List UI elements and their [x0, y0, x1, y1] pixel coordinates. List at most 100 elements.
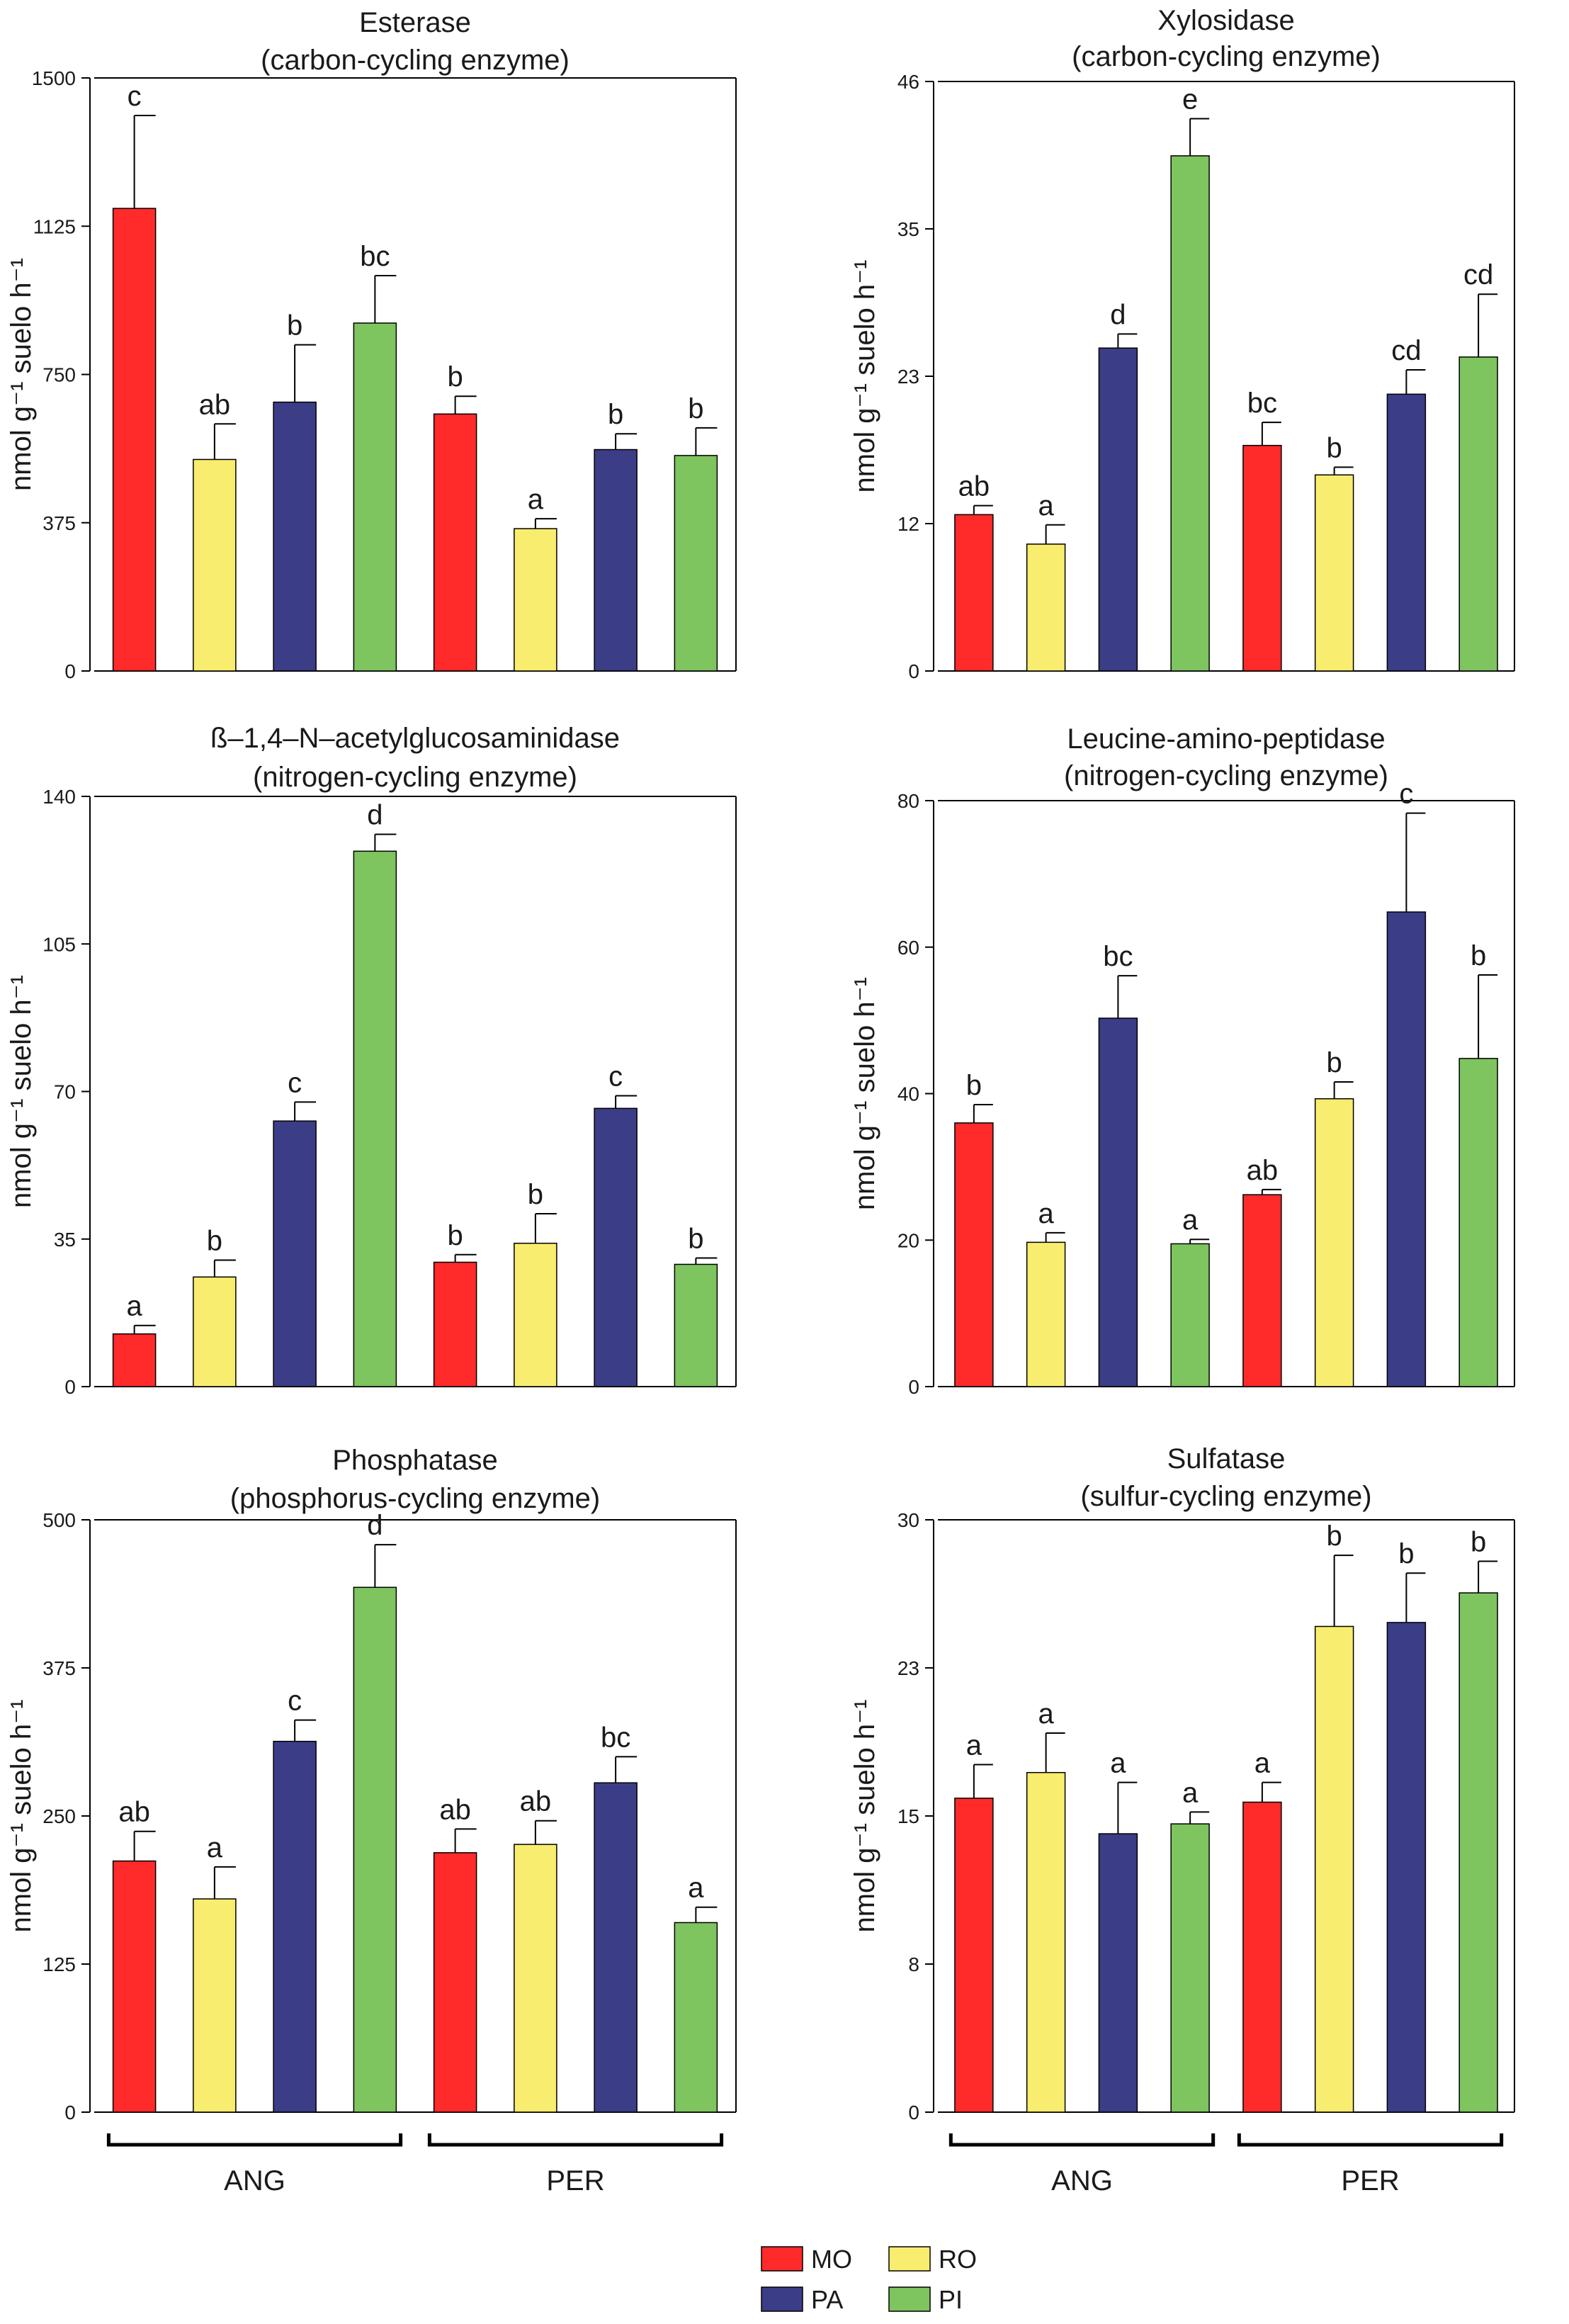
bar-per-ro	[1314, 474, 1354, 672]
chart-1: Esterase (carbon-cycling enzyme) 0 375 750 11…	[6, 7, 737, 682]
bar-per-mo	[433, 1852, 477, 2113]
bar-ang-pa	[1098, 1833, 1138, 2113]
chart-title: Leucine-amino-peptidase	[1067, 723, 1385, 755]
significance-letter: ab	[118, 1797, 150, 1828]
bar-per-mo	[433, 413, 477, 672]
group-label-per: PER	[1341, 2165, 1399, 2196]
bar-per-mo	[1242, 1801, 1282, 2113]
bar-ang-pi	[353, 1586, 397, 2113]
significance-letter: b	[688, 393, 703, 424]
chart-subtitle: (nitrogen-cycling enzyme)	[1064, 760, 1388, 791]
chart-subtitle: (carbon-cycling enzyme)	[261, 45, 570, 76]
y-tick-label: 30	[897, 1509, 919, 1531]
bar-ang-pa	[1098, 1017, 1138, 1387]
significance-letter: b	[528, 1179, 543, 1210]
significance-letter: b	[1327, 1521, 1342, 1552]
y-tick-label: 1500	[32, 67, 76, 89]
significance-letter: b	[1471, 1527, 1486, 1558]
significance-letter: b	[207, 1226, 222, 1257]
y-tick-label: 70	[54, 1081, 76, 1103]
chart-title: Esterase	[359, 7, 471, 38]
group-label-per: PER	[546, 2165, 604, 2196]
bar-ang-ro	[1026, 1771, 1066, 2113]
bar-ang-mo	[112, 1860, 157, 2113]
bar-ang-pi	[1170, 1243, 1210, 1387]
bar-ang-ro	[193, 1276, 237, 1387]
y-tick-label: 0	[908, 2102, 919, 2123]
significance-letter: ab	[199, 389, 231, 420]
bar-per-pa	[1386, 911, 1427, 1387]
bar-per-pi	[674, 1263, 718, 1387]
bar-ang-pa	[273, 1740, 317, 2113]
y-tick-label: 125	[43, 1953, 76, 1975]
bar-per-mo	[433, 1261, 477, 1387]
legend-swatch-mo	[761, 2246, 803, 2272]
chart-subtitle: (nitrogen-cycling enzyme)	[253, 762, 577, 793]
y-tick-label: 8	[908, 1953, 919, 1975]
significance-letter: bc	[1247, 388, 1277, 419]
legend: MO RO PA PI	[761, 2245, 977, 2314]
group-bracket-per	[427, 2133, 724, 2147]
significance-letter: bc	[1103, 941, 1133, 972]
chart-5: Phosphatase (phosphorus-cycling enzyme) 0 1…	[6, 1445, 737, 2196]
group-label-ang: ANG	[1051, 2165, 1113, 2196]
significance-letter: cd	[1391, 335, 1421, 366]
group-bracket-ang	[106, 2133, 403, 2147]
significance-letter: ab	[439, 1794, 471, 1825]
bar-ang-pa	[1098, 347, 1138, 672]
significance-letter: a	[1038, 490, 1055, 521]
significance-letter: bc	[360, 241, 390, 272]
chart-title: Phosphatase	[332, 1445, 498, 1476]
significance-letter: b	[1471, 940, 1486, 971]
significance-letter: a	[688, 1873, 704, 1904]
legend-label-mo: MO	[811, 2245, 852, 2274]
significance-letter: d	[367, 1510, 383, 1541]
significance-letter: ab	[958, 471, 990, 502]
bar-per-pa	[1386, 393, 1427, 672]
group-label-ang: ANG	[224, 2165, 285, 2196]
significance-letter: a	[1182, 1777, 1199, 1808]
bar-ang-mo	[954, 1798, 994, 2113]
significance-letter: b	[1327, 432, 1342, 463]
y-tick-label: 105	[43, 933, 76, 955]
significance-letter: b	[1327, 1047, 1342, 1078]
bar-per-mo	[1242, 444, 1282, 672]
chart-title: Sulfatase	[1167, 1443, 1286, 1474]
bar-per-pi	[674, 1922, 718, 2113]
significance-letter: b	[448, 361, 463, 393]
significance-letter: a	[207, 1832, 223, 1863]
y-axis-label: nmol g⁻¹ suelo h⁻¹	[6, 1699, 37, 1932]
bar-per-pi	[1458, 356, 1498, 672]
chart-subtitle: (phosphorus-cycling enzyme)	[230, 1483, 600, 1514]
bar-ang-ro	[1026, 543, 1066, 672]
y-tick-label: 250	[43, 1805, 76, 1827]
y-tick-label: 140	[43, 786, 76, 808]
y-tick-label: 46	[897, 71, 919, 93]
significance-letter: b	[287, 310, 302, 342]
y-tick-label: 0	[908, 1376, 919, 1398]
chart-3: ß–1,4–N–acetylglucosaminidase (nitrogen-c…	[6, 723, 737, 1398]
y-tick-label: 0	[908, 660, 919, 682]
bar-ang-ro	[193, 458, 237, 672]
bar-per-pa	[1386, 1622, 1427, 2113]
y-axis-label: nmol g⁻¹ suelo h⁻¹	[849, 259, 880, 492]
y-tick-label: 375	[43, 1657, 76, 1679]
bar-ang-pi	[1170, 155, 1210, 672]
significance-letter: a	[1182, 1205, 1199, 1236]
bar-ang-pi	[353, 322, 397, 672]
bar-per-pa	[594, 1782, 638, 2113]
y-tick-label: 35	[54, 1229, 76, 1251]
legend-swatch-ro	[888, 2246, 931, 2272]
group-bracket-per	[1237, 2133, 1504, 2147]
significance-letter: a	[1038, 1198, 1055, 1229]
chart-2: Xylosidase (carbon-cycling enzyme) 0 12 23 35…	[849, 5, 1515, 682]
y-axis-label: nmol g⁻¹ suelo h⁻¹	[6, 258, 37, 491]
chart-4: Leucine-amino-peptidase (nitrogen-cycling…	[849, 723, 1515, 1398]
y-tick-label: 0	[64, 2102, 76, 2123]
y-tick-label: 375	[43, 512, 76, 534]
chart-subtitle: (sulfur-cycling enzyme)	[1080, 1481, 1371, 1512]
chart-6: Sulfatase (sulfur-cycling enzyme) 0 8 15 23 30…	[849, 1443, 1515, 2196]
bar-per-pi	[674, 455, 718, 672]
bar-per-ro	[1314, 1625, 1354, 2113]
legend-swatch-pa	[761, 2286, 803, 2312]
